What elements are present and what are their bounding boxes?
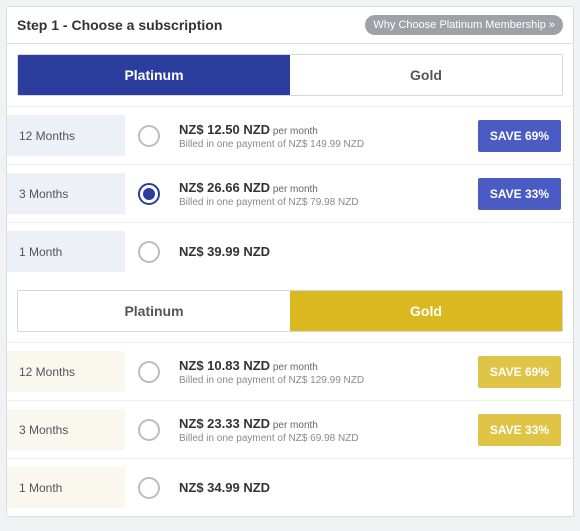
price-line: NZ$ 39.99 NZD bbox=[179, 244, 463, 259]
save-badge: SAVE 33% bbox=[478, 414, 561, 446]
step-header: Step 1 - Choose a subscription Why Choos… bbox=[7, 7, 573, 44]
radio-cell bbox=[125, 125, 173, 147]
radio-cell bbox=[125, 361, 173, 383]
price-cell: NZ$ 12.50 NZD per month Billed in one pay… bbox=[173, 122, 463, 150]
plan-row[interactable]: 3 Months NZ$ 23.33 NZD per month Billed in… bbox=[7, 400, 573, 458]
why-platinum-button[interactable]: Why Choose Platinum Membership » bbox=[365, 15, 563, 35]
price-cell: NZ$ 23.33 NZD per month Billed in one pay… bbox=[173, 416, 463, 444]
plan-radio[interactable] bbox=[138, 125, 160, 147]
plan-duration: 3 Months bbox=[7, 173, 125, 214]
billing-line: Billed in one payment of NZ$ 69.98 NZD bbox=[179, 433, 463, 444]
save-cell: SAVE 69% bbox=[463, 356, 573, 388]
save-badge: SAVE 69% bbox=[478, 356, 561, 388]
tab-platinum[interactable]: Platinum bbox=[18, 55, 290, 95]
radio-cell bbox=[125, 183, 173, 205]
price-cell: NZ$ 34.99 NZD bbox=[173, 480, 463, 495]
per-month-label: per month bbox=[270, 362, 318, 373]
price-line: NZ$ 23.33 NZD per month bbox=[179, 416, 463, 431]
save-cell: SAVE 69% bbox=[463, 120, 573, 152]
plan-radio[interactable] bbox=[138, 361, 160, 383]
plan-duration: 12 Months bbox=[7, 351, 125, 392]
price-amount: NZ$ 12.50 NZD bbox=[179, 122, 270, 137]
price-amount: NZ$ 26.66 NZD bbox=[179, 180, 270, 195]
plan-duration: 1 Month bbox=[7, 231, 125, 272]
plan-radio[interactable] bbox=[138, 241, 160, 263]
price-cell: NZ$ 26.66 NZD per month Billed in one pay… bbox=[173, 180, 463, 208]
price-cell: NZ$ 39.99 NZD bbox=[173, 244, 463, 259]
plan-row[interactable]: 12 Months NZ$ 10.83 NZD per month Billed i… bbox=[7, 342, 573, 400]
price-cell: NZ$ 10.83 NZD per month Billed in one pay… bbox=[173, 358, 463, 386]
plan-duration: 3 Months bbox=[7, 409, 125, 450]
plan-row[interactable]: 12 Months NZ$ 12.50 NZD per month Billed i… bbox=[7, 106, 573, 164]
per-month-label: per month bbox=[270, 184, 318, 195]
save-cell: SAVE 33% bbox=[463, 178, 573, 210]
price-amount: NZ$ 39.99 NZD bbox=[179, 244, 270, 259]
price-line: NZ$ 34.99 NZD bbox=[179, 480, 463, 495]
step-title: Step 1 - Choose a subscription bbox=[17, 17, 222, 33]
plan-radio[interactable] bbox=[138, 419, 160, 441]
price-amount: NZ$ 10.83 NZD bbox=[179, 358, 270, 373]
per-month-label: per month bbox=[270, 126, 318, 137]
plan-row[interactable]: 3 Months NZ$ 26.66 NZD per month Billed in… bbox=[7, 164, 573, 222]
save-badge: SAVE 33% bbox=[478, 178, 561, 210]
subscription-card: Step 1 - Choose a subscription Why Choos… bbox=[6, 6, 574, 517]
price-line: NZ$ 26.66 NZD per month bbox=[179, 180, 463, 195]
price-line: NZ$ 10.83 NZD per month bbox=[179, 358, 463, 373]
plan-radio[interactable] bbox=[138, 183, 160, 205]
per-month-label: per month bbox=[270, 420, 318, 431]
plan-radio[interactable] bbox=[138, 477, 160, 499]
billing-line: Billed in one payment of NZ$ 79.98 NZD bbox=[179, 197, 463, 208]
plan-duration: 12 Months bbox=[7, 115, 125, 156]
tab-gold[interactable]: Gold bbox=[290, 55, 562, 95]
tab-platinum[interactable]: Platinum bbox=[18, 291, 290, 331]
plan-row[interactable]: 1 Month NZ$ 39.99 NZD bbox=[7, 222, 573, 280]
plan-row[interactable]: 1 Month NZ$ 34.99 NZD bbox=[7, 458, 573, 516]
radio-cell bbox=[125, 477, 173, 499]
billing-line: Billed in one payment of NZ$ 129.99 NZD bbox=[179, 375, 463, 386]
tier-tabs-platinum: PlatinumGold bbox=[17, 54, 563, 96]
tiers-container: PlatinumGold12 MonthsNZ$ 12.50 NZD per m… bbox=[7, 54, 573, 516]
save-badge: SAVE 69% bbox=[478, 120, 561, 152]
price-amount: NZ$ 34.99 NZD bbox=[179, 480, 270, 495]
tab-gold[interactable]: Gold bbox=[290, 291, 562, 331]
radio-cell bbox=[125, 419, 173, 441]
billing-line: Billed in one payment of NZ$ 149.99 NZD bbox=[179, 139, 463, 150]
tier-tabs-gold: PlatinumGold bbox=[17, 290, 563, 332]
radio-cell bbox=[125, 241, 173, 263]
plan-duration: 1 Month bbox=[7, 467, 125, 508]
save-cell: SAVE 33% bbox=[463, 414, 573, 446]
price-line: NZ$ 12.50 NZD per month bbox=[179, 122, 463, 137]
price-amount: NZ$ 23.33 NZD bbox=[179, 416, 270, 431]
